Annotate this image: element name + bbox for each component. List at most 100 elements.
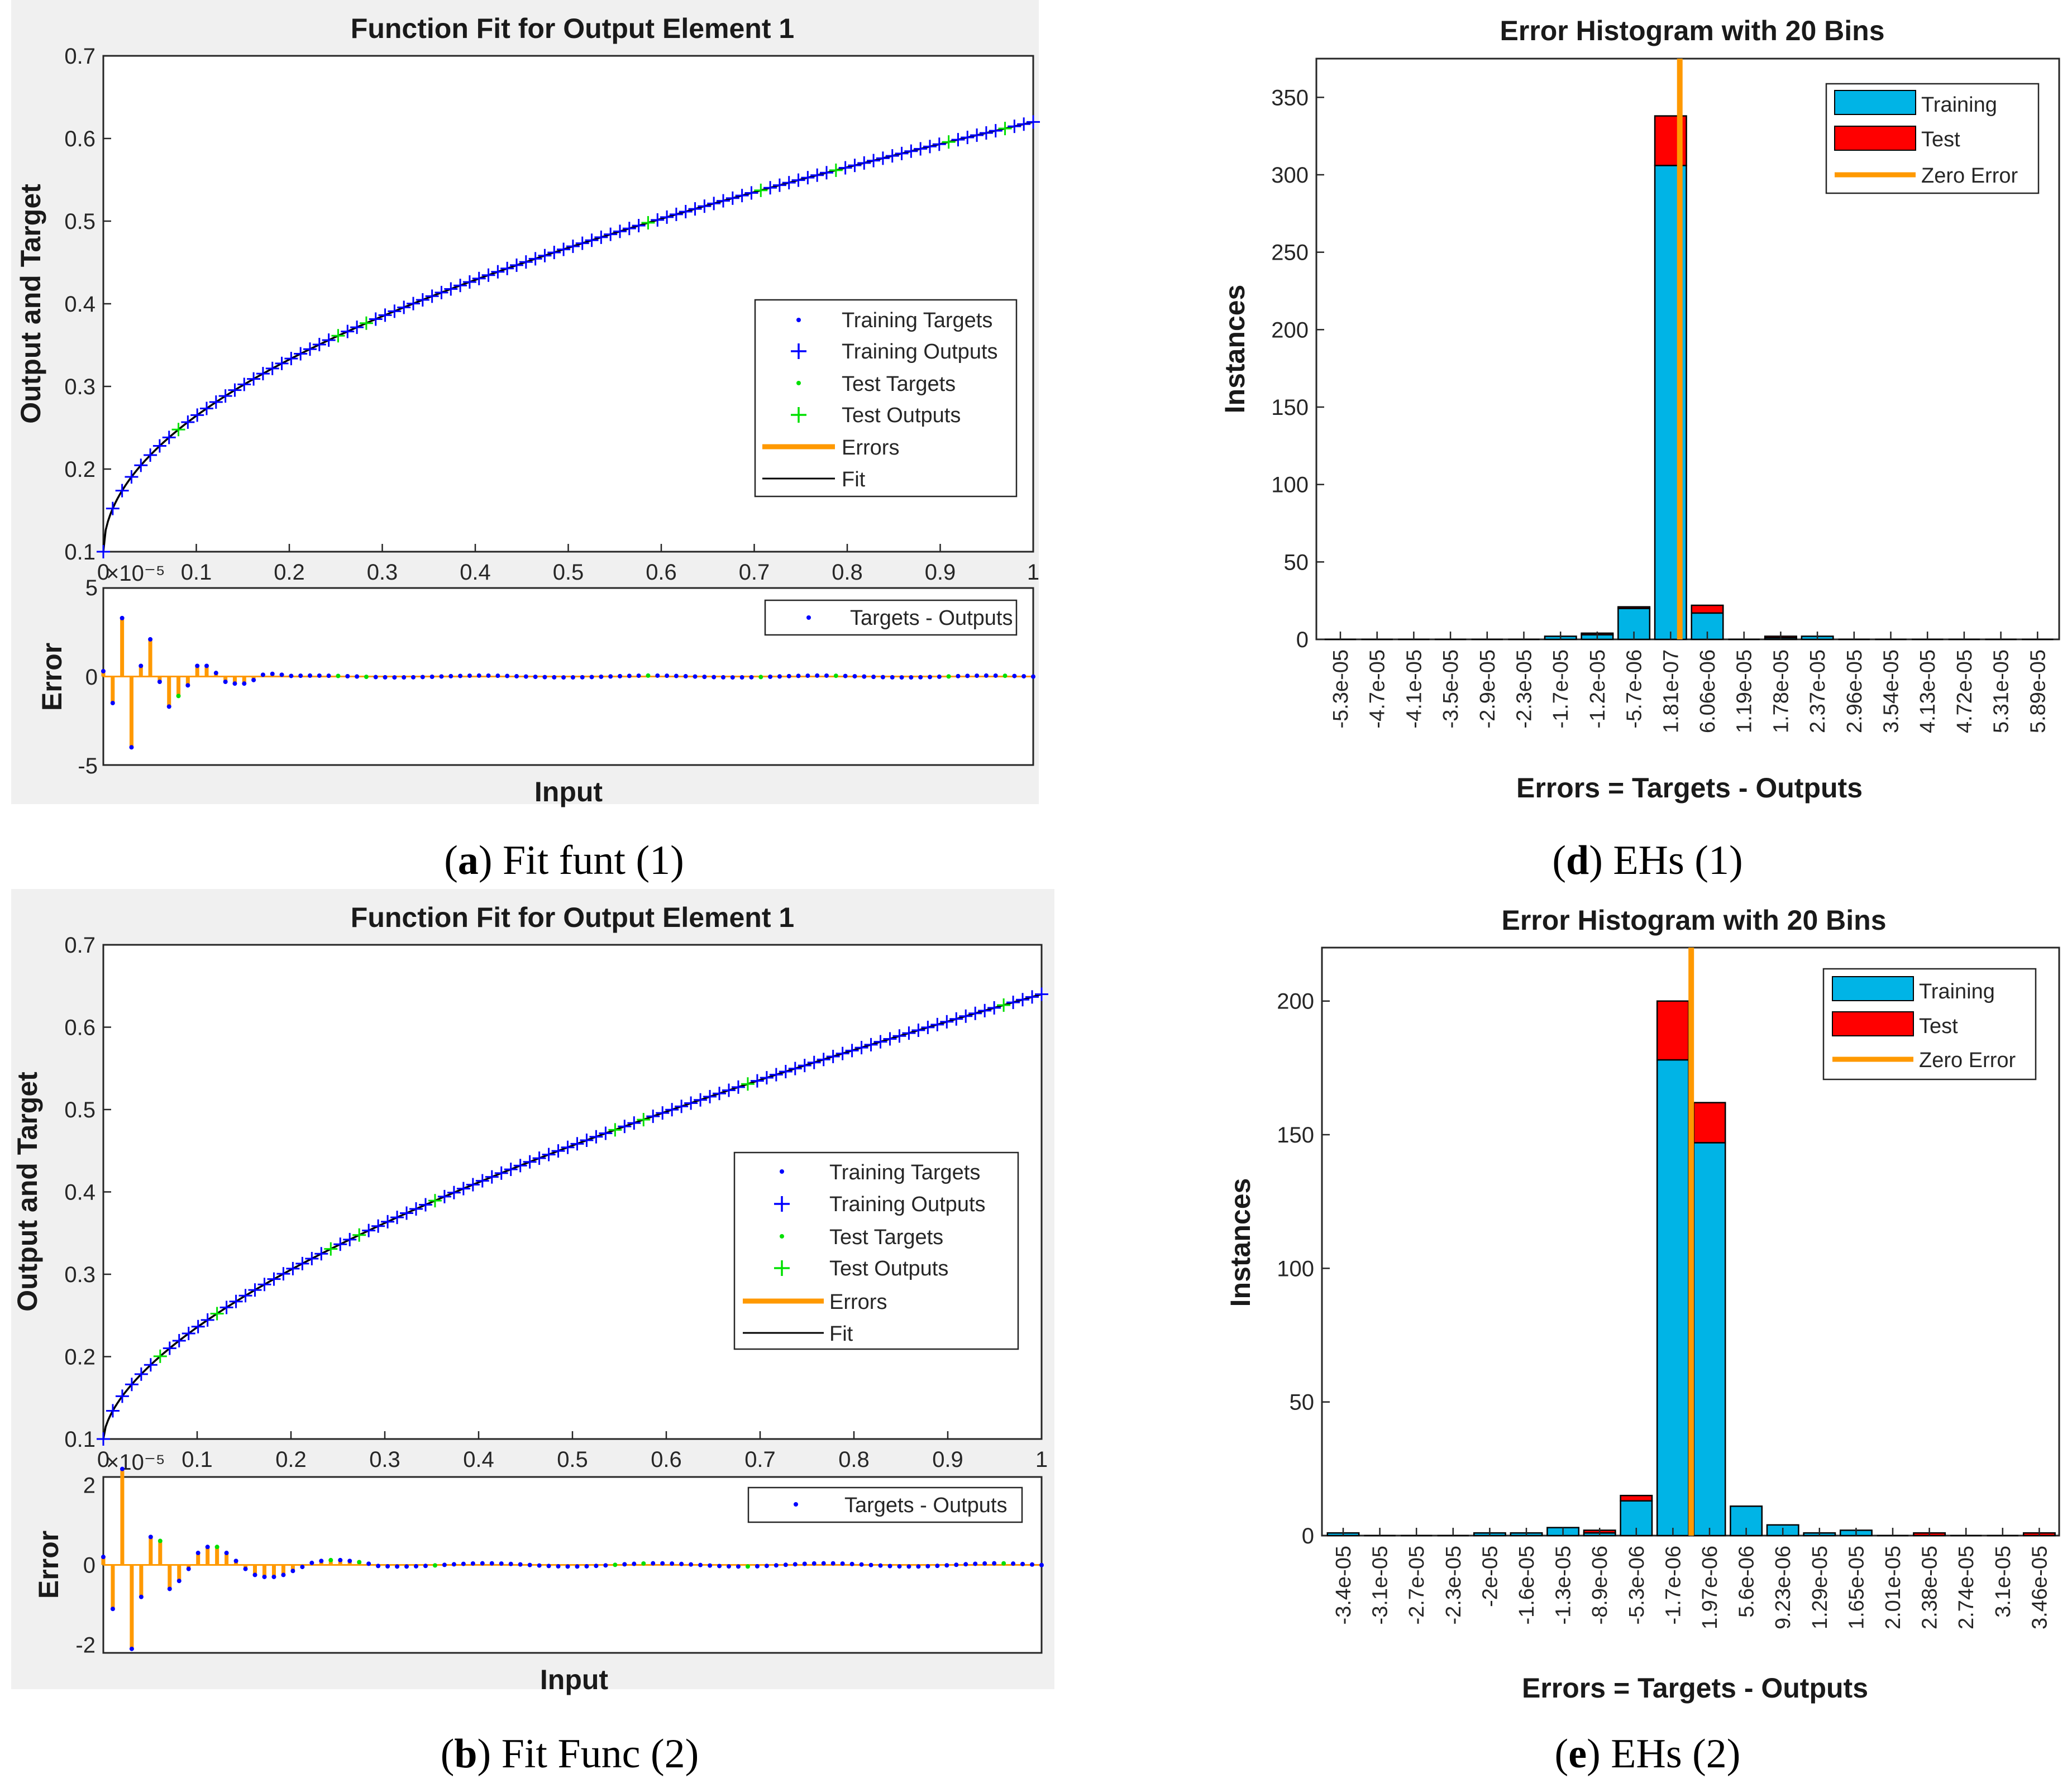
x-tick-label: 2.38e-05	[1918, 1546, 1942, 1629]
training-output-point	[228, 383, 242, 397]
x-tick-label: 4.72e-05	[1953, 649, 1976, 733]
error-point	[148, 637, 153, 642]
y-tick-label: 300	[1271, 163, 1309, 188]
test-output-point	[608, 1123, 622, 1137]
error-point	[470, 1561, 475, 1566]
error-point	[518, 1562, 523, 1567]
error-point	[693, 674, 698, 679]
error-point	[429, 674, 435, 679]
error-point	[139, 1594, 144, 1599]
error-point	[176, 1579, 182, 1584]
error-point	[338, 1557, 343, 1562]
test-output-point	[210, 1307, 224, 1321]
x-tick-label: -2.9e-05	[1476, 649, 1500, 729]
y-tick-label: 0.5	[64, 209, 96, 234]
error-point	[973, 1561, 978, 1566]
error-point	[786, 673, 791, 678]
training-output-point	[125, 470, 139, 484]
error-point	[909, 675, 914, 680]
fit-line	[102, 993, 1042, 1440]
x-tick-label: 1.81e-07	[1659, 649, 1683, 733]
error-point	[508, 1561, 513, 1566]
x-tick-label: 2.96e-05	[1843, 649, 1866, 733]
legend-test-outputs: Test Outputs	[829, 1257, 948, 1280]
error-point	[458, 673, 463, 678]
training-output-point	[237, 377, 251, 391]
training-output-point	[987, 1001, 1001, 1015]
training-output-point	[848, 159, 862, 173]
error-point	[1031, 674, 1035, 679]
error-point	[432, 1563, 437, 1568]
error-point	[935, 1564, 940, 1569]
training-output-point	[551, 1144, 565, 1158]
training-output-point	[772, 178, 786, 192]
training-output-point	[248, 1283, 262, 1297]
training-output-point	[182, 1327, 195, 1341]
test-bar	[1693, 1102, 1726, 1144]
x-tick-label: -2.7e-05	[1405, 1546, 1429, 1625]
training-output-point	[873, 1035, 887, 1049]
legend-training-outputs-marker	[774, 1196, 790, 1212]
error-point	[683, 674, 688, 679]
error-point	[495, 673, 500, 678]
error-point	[395, 1564, 400, 1569]
chart-b-error-scale: ×10⁻⁵	[106, 1450, 165, 1475]
x-tick-label: 0.1	[182, 1447, 213, 1472]
training-output-point	[707, 197, 721, 211]
y-tick-label: 350	[1271, 85, 1309, 110]
training-output-point	[656, 1106, 670, 1120]
error-point	[110, 1607, 115, 1612]
test-output-point	[324, 1242, 338, 1256]
training-output-point	[979, 126, 993, 140]
error-point	[613, 1562, 618, 1567]
x-tick-label: -2e-05	[1478, 1546, 1502, 1607]
training-output-point	[557, 242, 571, 256]
error-point	[984, 673, 989, 678]
error-point	[575, 1564, 580, 1569]
training-output-point	[466, 1178, 480, 1192]
training-output-point	[857, 156, 871, 170]
y-tick-label: 100	[1271, 473, 1309, 498]
training-output-point	[209, 395, 223, 409]
x-tick-label: 3.46e-05	[2028, 1546, 2051, 1629]
error-point	[289, 673, 294, 678]
training-output-point	[713, 1087, 727, 1101]
error-point	[480, 1561, 485, 1566]
x-tick-label: -1.7e-06	[1662, 1546, 1685, 1625]
training-output-point	[542, 1148, 556, 1161]
chart-b-xlabel: Input	[540, 1664, 609, 1695]
y-tick-label: 0	[1296, 628, 1309, 652]
test-bar	[1691, 604, 1724, 614]
training-output-point	[921, 1020, 935, 1034]
training-output-point	[599, 1126, 613, 1140]
error-point	[224, 1551, 229, 1556]
y-tick-label: 0.2	[64, 457, 96, 482]
training-output-point	[845, 1044, 859, 1058]
training-output-point	[1027, 115, 1040, 129]
training-output-point	[575, 236, 589, 250]
x-tick-label: 0	[97, 560, 109, 585]
training-output-point	[341, 324, 355, 338]
chart-e-ylabel: Instances	[1225, 1178, 1256, 1307]
training-bar	[1656, 1059, 1689, 1537]
training-output-point	[144, 1358, 157, 1372]
x-tick-label: 1.78e-05	[1769, 649, 1793, 733]
x-tick-label: 0.3	[367, 560, 398, 585]
error-point	[442, 1562, 447, 1567]
legend-test-targets-marker	[796, 381, 801, 385]
chart-d-legend: Training Test Zero Error	[1825, 83, 2040, 194]
training-output-point	[115, 1389, 129, 1403]
training-output-point	[162, 431, 176, 444]
x-tick-label: -8.9e-06	[1588, 1546, 1612, 1625]
training-output-point	[312, 338, 326, 352]
error-point	[840, 1561, 845, 1566]
y-tick-label: 150	[1277, 1123, 1314, 1148]
error-point	[251, 677, 256, 682]
legend-training-swatch	[1834, 90, 1916, 115]
error-point	[570, 675, 575, 680]
error-point	[439, 674, 444, 679]
training-output-point	[369, 312, 383, 326]
training-output-point	[1016, 993, 1030, 1007]
training-output-point	[294, 347, 308, 361]
error-point	[533, 675, 538, 680]
